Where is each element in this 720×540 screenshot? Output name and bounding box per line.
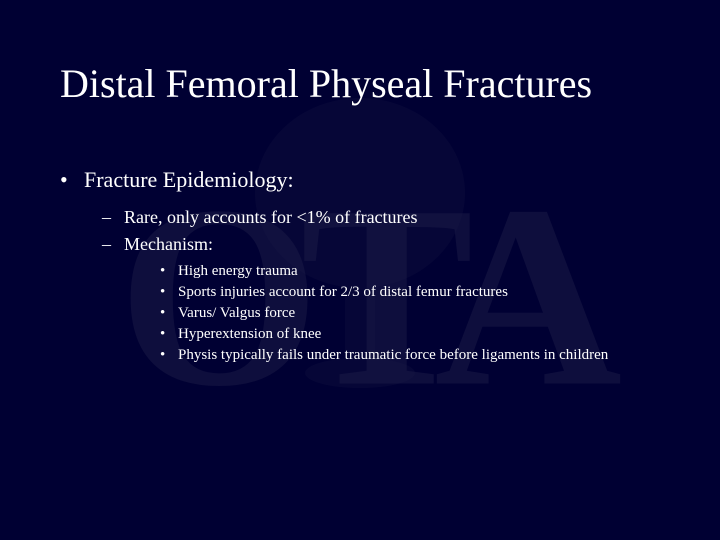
bullet-level3: •Physis typically fails under traumatic …	[160, 347, 670, 364]
bullet-l3-text: High energy trauma	[178, 263, 298, 279]
bullet-level3: •High energy trauma	[160, 263, 670, 280]
slide-title: Distal Femoral Physeal Fractures	[60, 60, 670, 107]
slide-content: Distal Femoral Physeal Fractures •Fractu…	[0, 0, 720, 364]
dot-l3-icon: •	[160, 347, 178, 364]
bullet-level2: –Rare, only accounts for <1% of fracture…	[102, 207, 670, 228]
dot-l3-icon: •	[160, 263, 178, 280]
bullet-level3: •Sports injuries account for 2/3 of dist…	[160, 284, 670, 301]
bullet-level3-group: •High energy trauma •Sports injuries acc…	[160, 263, 670, 364]
dot-l3-icon: •	[160, 284, 178, 301]
bullet-l3-text: Physis typically fails under traumatic f…	[178, 347, 608, 363]
bullet-l2-text: Mechanism:	[124, 234, 213, 254]
dash-l2-icon: –	[102, 234, 124, 255]
bullet-level1: •Fracture Epidemiology:	[60, 167, 670, 193]
bullet-level3: •Varus/ Valgus force	[160, 305, 670, 322]
bullet-l3-text: Varus/ Valgus force	[178, 305, 295, 321]
bullet-level2: –Mechanism:	[102, 234, 670, 255]
bullet-l2-text: Rare, only accounts for <1% of fractures	[124, 207, 418, 227]
bullet-level3: •Hyperextension of knee	[160, 326, 670, 343]
bullet-l1-text: Fracture Epidemiology:	[84, 167, 294, 192]
dot-l3-icon: •	[160, 326, 178, 343]
bullet-l3-text: Sports injuries account for 2/3 of dista…	[178, 284, 508, 300]
dot-l3-icon: •	[160, 305, 178, 322]
bullet-l3-text: Hyperextension of knee	[178, 326, 321, 342]
dash-l2-icon: –	[102, 207, 124, 228]
bullet-l1-icon: •	[60, 167, 84, 193]
